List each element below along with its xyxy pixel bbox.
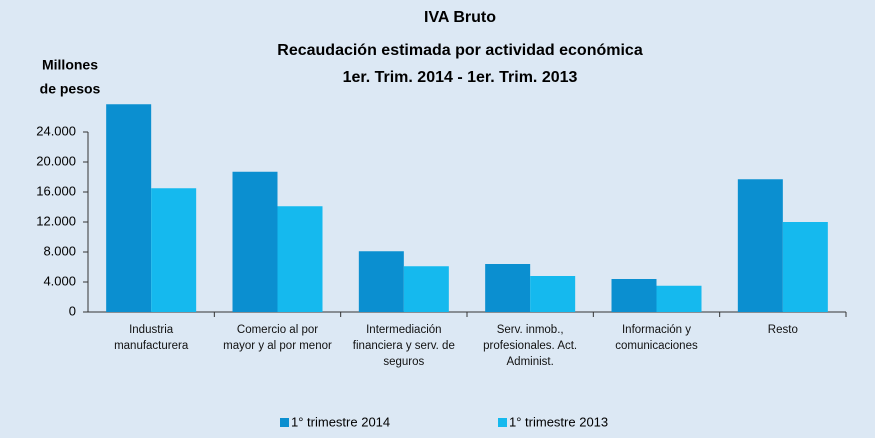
bar bbox=[232, 171, 278, 312]
legend-swatch bbox=[280, 418, 289, 427]
chart-title: 1er. Trim. 2014 - 1er. Trim. 2013 bbox=[343, 69, 578, 86]
bar bbox=[737, 179, 783, 312]
legend-swatch bbox=[498, 418, 507, 427]
bar bbox=[106, 104, 152, 312]
x-tick-label: Serv. inmob., profesionales. Act. Admini… bbox=[483, 324, 578, 368]
y-tick-label: 0 bbox=[69, 303, 76, 318]
bar bbox=[277, 206, 323, 312]
y-tick-label: 16.000 bbox=[36, 183, 76, 198]
y-tick-label: 24.000 bbox=[36, 123, 76, 138]
bar bbox=[611, 279, 657, 312]
chart-title: Recaudación estimada por actividad econó… bbox=[277, 42, 643, 59]
x-tick-label: Información y comunicaciones bbox=[615, 324, 698, 352]
y-tick-label: 20.000 bbox=[36, 153, 76, 168]
bar bbox=[403, 266, 449, 312]
legend-label: 1° trimestre 2014 bbox=[291, 414, 390, 429]
bar bbox=[530, 276, 576, 312]
y-axis-label: Millones bbox=[42, 57, 98, 73]
bar bbox=[656, 285, 702, 312]
y-tick-label: 8.000 bbox=[43, 243, 76, 258]
chart-title: IVA Bruto bbox=[424, 9, 496, 26]
bar bbox=[358, 251, 404, 312]
legend-label: 1° trimestre 2013 bbox=[509, 414, 608, 429]
y-tick-label: 12.000 bbox=[36, 213, 76, 228]
x-tick-label: Intermediación financiera y serv. de seg… bbox=[352, 324, 455, 368]
y-axis-label: de pesos bbox=[40, 81, 101, 97]
bar bbox=[151, 188, 197, 312]
bar bbox=[485, 264, 531, 312]
x-tick-label: Resto bbox=[767, 324, 798, 336]
y-tick-label: 4.000 bbox=[43, 273, 76, 288]
x-tick-label: Industria manufacturera bbox=[114, 324, 189, 352]
bar bbox=[782, 222, 828, 312]
x-tick-label: Comercio al por mayor y al por menor bbox=[223, 324, 332, 352]
